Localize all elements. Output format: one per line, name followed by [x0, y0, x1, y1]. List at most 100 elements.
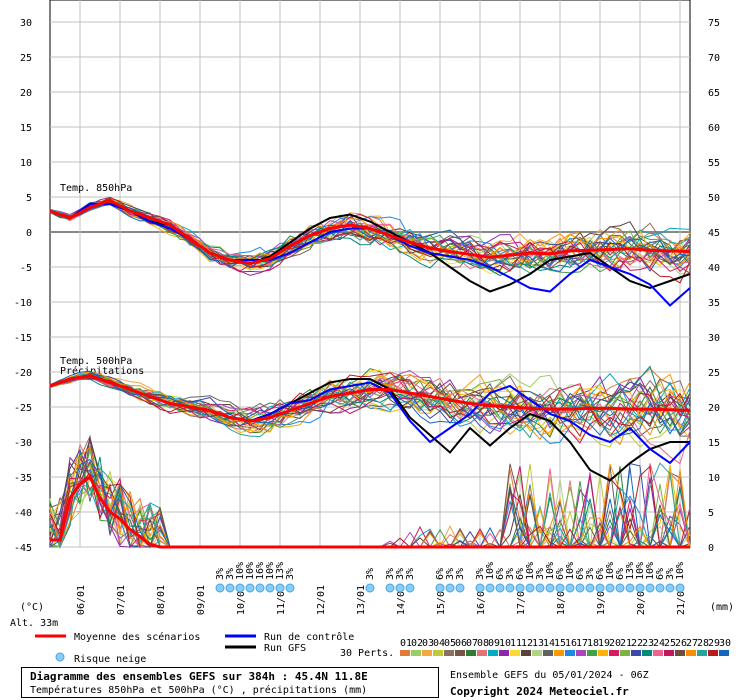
snow-risk-icon [565, 583, 575, 593]
legend-pert-swatch [433, 650, 443, 656]
right-tick: 25 [708, 368, 720, 379]
right-axis-unit: (mm) [710, 602, 734, 613]
snow-risk-label: 6% [435, 568, 446, 580]
legend-pert-number: 25 [664, 638, 676, 649]
date-label: 14/01 [396, 585, 407, 615]
legend-pert-number: 14 [543, 638, 555, 649]
snow-risk-label: 10% [565, 562, 576, 580]
snow-risk-label: 3% [445, 568, 456, 580]
snow-risk-label: 13% [625, 562, 636, 580]
legend-pert-swatch [466, 650, 476, 656]
legend-pert-swatch [477, 650, 487, 656]
pert-t500-line [49, 372, 691, 431]
legend-pert-swatch [620, 650, 630, 656]
date-label: 20/01 [636, 585, 647, 615]
legend-pert-swatch [543, 650, 553, 656]
snow-risk-icon [385, 583, 395, 593]
right-tick: 30 [708, 333, 720, 344]
date-label: 18/01 [556, 585, 567, 615]
date-label: 10/01 [236, 585, 247, 615]
date-label: 13/01 [356, 585, 367, 615]
snow-risk-label: 6% [655, 568, 666, 580]
legend-snow-label: Risque neige [74, 654, 146, 665]
pert-t500-line [49, 372, 691, 438]
snow-risk-icon [545, 583, 555, 593]
legend-pert-swatch [554, 650, 564, 656]
snow-risk-icon [665, 583, 675, 593]
legend-pert-swatch [631, 650, 641, 656]
snow-risk-label: 6% [495, 568, 506, 580]
snow-risk-icon [655, 583, 665, 593]
snow-risk-icon [625, 583, 635, 593]
legend-pert-swatch [565, 650, 575, 656]
mean-precip-line [50, 474, 690, 549]
snow-risk-label: 10% [605, 562, 616, 580]
snow-risk-label: 3% [665, 568, 676, 580]
left-tick: 10 [20, 158, 32, 169]
legend-pert-number: 21 [620, 638, 632, 649]
snow-risk-icon [675, 583, 685, 593]
left-tick: -45 [14, 543, 32, 554]
right-tick: 15 [708, 438, 720, 449]
date-label: 17/01 [516, 585, 527, 615]
copyright: Copyright 2024 Meteociel.fr [450, 685, 629, 698]
snow-risk-label: 10% [265, 562, 276, 580]
plot-frame [49, 0, 691, 548]
right-tick: 45 [708, 228, 720, 239]
legend-pert-number: 19 [598, 638, 610, 649]
footer-title-box: Diagramme des ensembles GEFS sur 384h : … [21, 667, 439, 698]
snow-risk-label: 3% [215, 568, 226, 580]
pert-t850-line [49, 201, 691, 269]
gfs-t850-line [49, 203, 691, 293]
right-tick: 0 [708, 543, 714, 554]
snow-risk-icon [585, 583, 595, 593]
legend-pert-swatch [686, 650, 696, 656]
footer-title: Diagramme des ensembles GEFS sur 384h : … [30, 670, 368, 683]
legend-pert-swatch [664, 650, 674, 656]
right-tick: 65 [708, 88, 720, 99]
legend-pert-number: 01 [400, 638, 412, 649]
left-tick: -20 [14, 368, 32, 379]
snow-risk-label: 10% [245, 562, 256, 580]
snow-risk-icon [265, 583, 275, 593]
legend-pert-swatch [576, 650, 586, 656]
legend-pert-swatch [675, 650, 685, 656]
date-label: 15/01 [436, 585, 447, 615]
snow-risk-label: 3% [585, 568, 596, 580]
legend-pert-number: 28 [697, 638, 709, 649]
date-label: 06/01 [76, 585, 87, 615]
date-label: 16/01 [476, 585, 487, 615]
left-axis-unit: (°C) [20, 602, 44, 613]
legend-pert-swatch [708, 650, 718, 656]
snow-risk-label: 3% [285, 568, 296, 580]
legend-pert-swatch [653, 650, 663, 656]
snow-risk-label: 3% [475, 568, 486, 580]
snow-risk-label: 6% [615, 568, 626, 580]
legend-pert-number: 02 [411, 638, 423, 649]
legend-pert-number: 26 [675, 638, 687, 649]
legend-pert-number: 10 [499, 638, 511, 649]
date-label: 08/01 [156, 585, 167, 615]
legend-pert-number: 13 [532, 638, 544, 649]
legend-pert-number: 24 [653, 638, 665, 649]
legend-pert-number: 08 [477, 638, 489, 649]
legend-pert-number: 18 [587, 638, 599, 649]
snow-risk-label: 3% [535, 568, 546, 580]
legend-gfs-label: Run GFS [264, 643, 306, 654]
left-tick: 25 [20, 53, 32, 64]
right-tick: 35 [708, 298, 720, 309]
legend-pert-number: 27 [686, 638, 698, 649]
pert-t850-line [49, 199, 691, 270]
legend-pert-swatch [488, 650, 498, 656]
t500-label: Temp. 500hPa [60, 356, 132, 367]
legend-pert-swatch [521, 650, 531, 656]
snow-risk-label: 16% [255, 562, 266, 580]
snow-risk-icon [505, 583, 515, 593]
date-label: 12/01 [316, 585, 327, 615]
snow-risk-icon [395, 583, 405, 593]
snow-risk-icon [475, 583, 485, 593]
snow-risk-icon [595, 583, 605, 593]
legend-pert-number: 09 [488, 638, 500, 649]
snow-risk-icon [525, 583, 535, 593]
legend-pert-swatch [510, 650, 520, 656]
